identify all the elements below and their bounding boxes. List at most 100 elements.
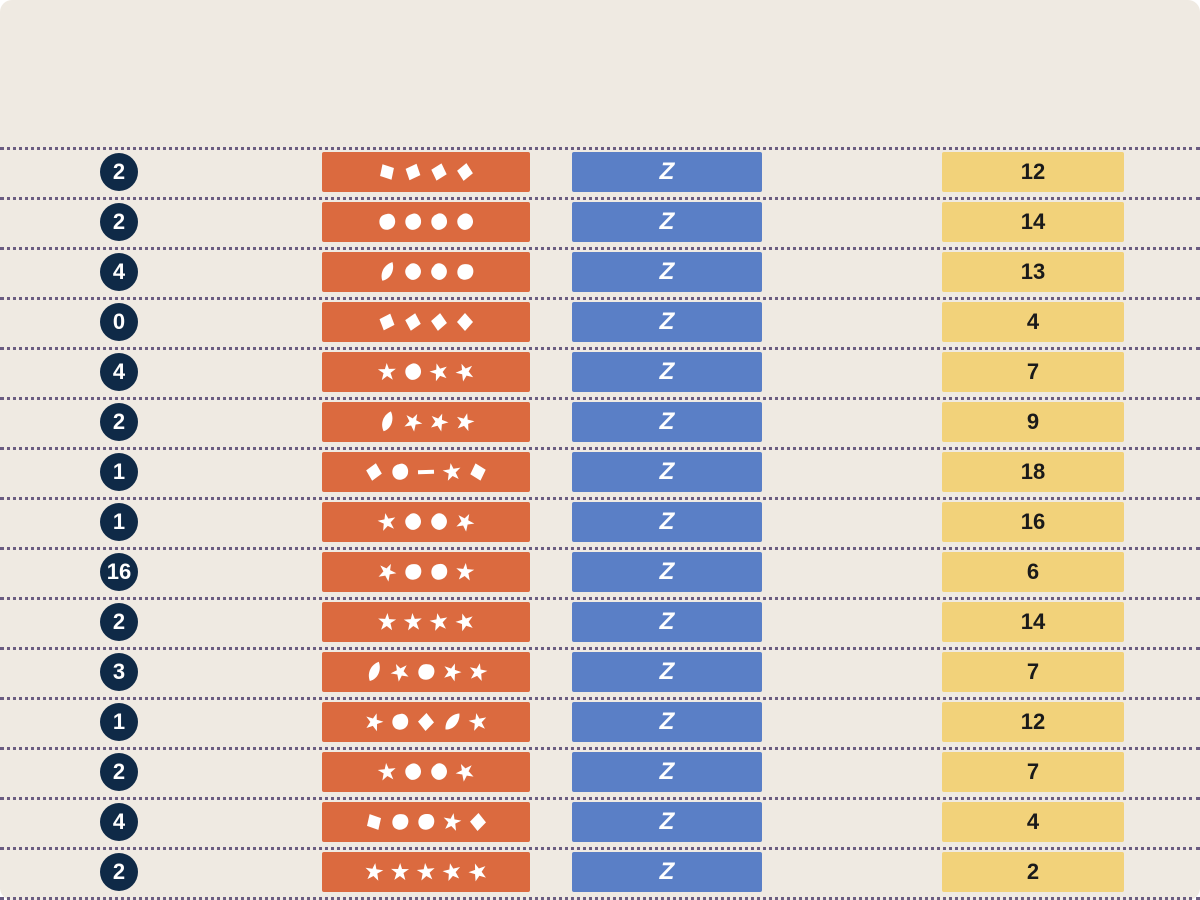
value-cell: 4 <box>942 802 1124 842</box>
star-icon <box>427 360 452 385</box>
blob-icon <box>426 759 452 785</box>
diamond-icon <box>427 160 452 185</box>
diamond-icon <box>362 460 386 484</box>
blue-cell: Z <box>572 302 762 342</box>
star-icon <box>427 610 450 633</box>
glyph-cell <box>322 152 530 192</box>
leaf-icon <box>375 260 400 285</box>
glyph-row <box>322 202 530 242</box>
glyph-cell <box>322 452 530 492</box>
blob-icon <box>400 509 425 534</box>
blob-icon <box>403 212 423 232</box>
star-icon <box>377 362 398 383</box>
star-icon <box>452 359 478 385</box>
star-icon <box>466 660 490 684</box>
leaf-icon <box>441 711 462 732</box>
value-cell: 9 <box>942 402 1124 442</box>
blue-cell: Z <box>572 152 762 192</box>
glyph-row <box>322 152 530 192</box>
star-icon <box>374 559 401 586</box>
blue-cell: Z <box>572 202 762 242</box>
glyph-cell <box>322 602 530 642</box>
glyph-cell <box>322 202 530 242</box>
diamond-icon <box>373 158 400 185</box>
row-badge: 1 <box>100 453 138 491</box>
diamond-icon <box>467 811 488 832</box>
blob-icon <box>401 760 425 784</box>
diamond-icon <box>360 808 387 835</box>
blue-cell: Z <box>572 252 762 292</box>
blob-icon <box>414 810 439 835</box>
table-row: 3Z7 <box>0 648 1200 696</box>
value-cell: 7 <box>942 752 1124 792</box>
star-icon <box>440 860 464 884</box>
row-badge: 2 <box>100 753 138 791</box>
table-row: 16Z6 <box>0 548 1200 596</box>
blue-cell: Z <box>572 852 762 892</box>
value-cell: 16 <box>942 502 1124 542</box>
glyph-row <box>322 352 530 392</box>
glyph-row <box>322 752 530 792</box>
blob-icon <box>376 211 398 233</box>
row-badge: 2 <box>100 403 138 441</box>
blue-cell: Z <box>572 652 762 692</box>
value-cell: 13 <box>942 252 1124 292</box>
table-row: 0Z4 <box>0 298 1200 346</box>
table-row: 2Z2 <box>0 848 1200 896</box>
glyph-row <box>322 802 530 842</box>
glyph-row <box>322 702 530 742</box>
glyph-cell <box>322 802 530 842</box>
star-icon <box>376 611 397 632</box>
star-icon <box>441 461 464 484</box>
row-badge: 1 <box>100 703 138 741</box>
star-icon <box>415 861 437 883</box>
star-icon <box>363 861 386 884</box>
glyph-row <box>322 252 530 292</box>
glyph-cell <box>322 852 530 892</box>
glyph-row <box>322 502 530 542</box>
blob-icon <box>428 211 450 233</box>
glyph-cell <box>322 502 530 542</box>
glyph-cell <box>322 302 530 342</box>
table-row: 4 Z 4 <box>0 798 1200 846</box>
blob-icon <box>453 210 477 234</box>
blob-icon <box>400 259 426 285</box>
row-badge: 2 <box>100 203 138 241</box>
table-row: 2Z14 <box>0 198 1200 246</box>
diamond-icon <box>374 309 400 335</box>
blue-cell: Z <box>572 502 762 542</box>
row-badge: 4 <box>100 803 138 841</box>
glyph-cell <box>322 252 530 292</box>
blue-cell: Z <box>572 402 762 442</box>
diamond-icon <box>428 311 450 333</box>
blue-cell: Z <box>572 802 762 842</box>
blob-icon <box>425 258 452 285</box>
dash-icon <box>416 462 437 483</box>
leaf-icon <box>374 409 401 436</box>
star-icon <box>454 561 476 583</box>
value-cell: 18 <box>942 452 1124 492</box>
blob-icon <box>452 259 478 285</box>
star-icon <box>453 410 477 434</box>
diamond-icon <box>401 310 425 334</box>
blob-icon <box>413 659 440 686</box>
glyph-cell <box>322 552 530 592</box>
star-icon <box>375 510 398 533</box>
table-row: 2Z12 <box>0 148 1200 196</box>
row-badge: 2 <box>100 853 138 891</box>
diamond-icon <box>454 161 477 184</box>
table-row: 2Z7 <box>0 748 1200 796</box>
star-icon <box>452 609 477 634</box>
glyph-cell <box>322 752 530 792</box>
star-icon <box>399 408 426 435</box>
value-cell: 12 <box>942 702 1124 742</box>
row-badge: 2 <box>100 153 138 191</box>
glyph-row <box>322 602 530 642</box>
value-cell: 4 <box>942 302 1124 342</box>
diamond-icon <box>400 159 426 185</box>
glyph-cell <box>322 702 530 742</box>
star-icon <box>402 611 423 632</box>
row-badge: 1 <box>100 503 138 541</box>
table-row: 2Z14 <box>0 598 1200 646</box>
diamond-icon <box>466 460 491 485</box>
